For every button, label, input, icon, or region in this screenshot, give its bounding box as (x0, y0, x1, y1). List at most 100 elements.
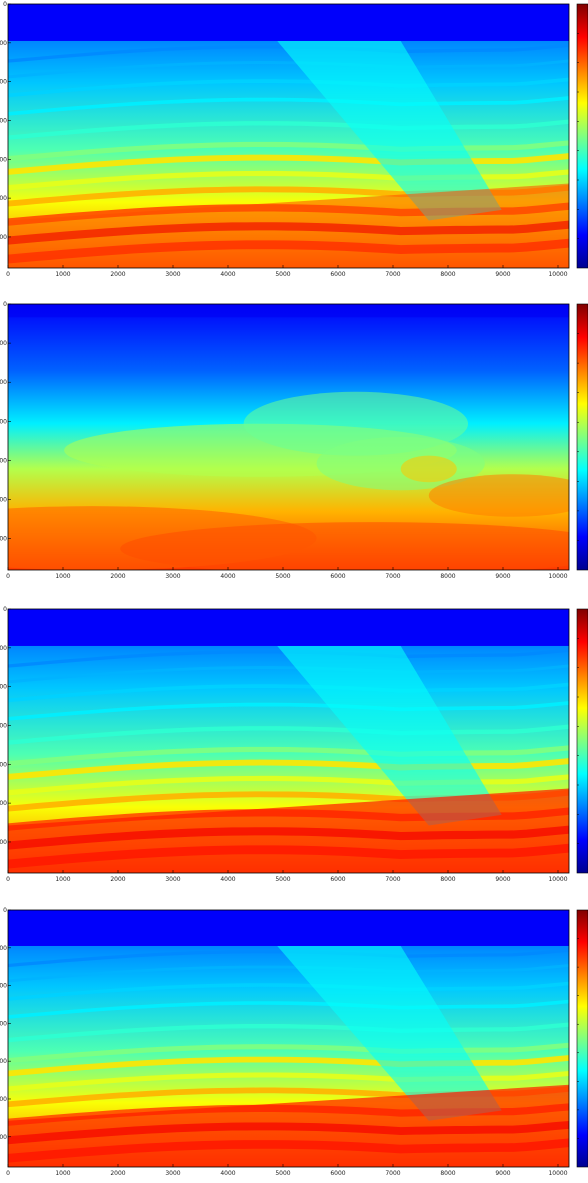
y-tick-label: 1000 (0, 379, 7, 386)
x-tick-label: 0 (6, 1170, 10, 1177)
x-tick-label: 7000 (385, 573, 400, 580)
x-tick-label: 7000 (385, 876, 400, 883)
y-tick-label: 2000 (0, 761, 7, 768)
x-tick-label: 10000 (548, 876, 567, 883)
y-tick-label: 2500 (0, 800, 7, 807)
y-tick-label: 2000 (0, 457, 7, 464)
x-tick-label: 5000 (275, 1170, 290, 1177)
x-tick-label: 7000 (385, 271, 400, 278)
layer-band (8, 96, 569, 116)
x-tick-label: 1000 (55, 271, 70, 278)
x-tick-label: 2000 (110, 573, 125, 580)
x-tick-label: 5000 (275, 876, 290, 883)
x-tick-label: 1000 (55, 1170, 70, 1177)
x-tick-label: 0 (6, 876, 10, 883)
layer-band (8, 59, 569, 79)
x-tick-label: 6000 (330, 271, 345, 278)
y-tick-label: 1500 (0, 1020, 7, 1027)
velocity-panel-inversion-a: 0 1000 2000 3000 4000 5000 6000 7000 8000 9000 100… (0, 603, 588, 893)
x-tick-label: 5000 (275, 573, 290, 580)
x-tick-label: 8000 (440, 271, 455, 278)
y-tick-label: 1000 (0, 983, 7, 990)
colorbar (576, 303, 588, 571)
x-tick-label: 0 (6, 271, 10, 278)
heatmap-image (8, 4, 569, 268)
x-tick-label: 2000 (110, 271, 125, 278)
heatmap-image (8, 910, 569, 1167)
x-tick-label: 5000 (275, 271, 290, 278)
velocity-panel-initial-model: 0 1000 2000 3000 4000 5000 6000 7000 8000 9000 100… (0, 298, 588, 588)
y-tick-label: 1000 (0, 684, 7, 691)
x-tick-label: 10000 (548, 573, 567, 580)
heatmap-svg: 0 1000 2000 3000 4000 5000 6000 7000 8000 9000 100… (0, 907, 588, 1177)
y-tick-label: 500 (0, 945, 7, 952)
x-tick-label: 7000 (385, 1170, 400, 1177)
y-tick-label: 500 (0, 340, 7, 347)
layer-band (8, 724, 569, 745)
x-tick-label: 6000 (330, 1170, 345, 1177)
x-tick-label: 1000 (55, 876, 70, 883)
x-tick-label: 0 (6, 573, 10, 580)
x-tick-label: 6000 (330, 876, 345, 883)
layer-band (8, 1022, 569, 1043)
x-tick-label: 1000 (55, 573, 70, 580)
heatmap-image (8, 304, 569, 570)
layer-band (8, 981, 569, 1001)
y-tick-label: 2000 (0, 156, 7, 163)
layer-band (8, 1042, 569, 1064)
x-tick-label: 2000 (110, 1170, 125, 1177)
layer-band (8, 682, 569, 703)
y-tick-label: 0 (3, 301, 7, 308)
layer-band (8, 140, 569, 162)
colorbar (576, 909, 588, 1168)
x-tick-label: 4000 (220, 876, 235, 883)
layer-band (8, 758, 569, 780)
y-tick-label: 1500 (0, 117, 7, 124)
y-tick-label: 0 (3, 606, 7, 613)
y-tick-label: 500 (0, 40, 7, 47)
x-tick-label: 10000 (548, 271, 567, 278)
y-tick-label: 2500 (0, 497, 7, 504)
x-tick-label: 3000 (165, 271, 180, 278)
layer-band (8, 999, 569, 1019)
x-tick-label: 6000 (330, 573, 345, 580)
y-tick-label: 1500 (0, 418, 7, 425)
x-tick-label: 9000 (495, 271, 510, 278)
y-tick-label: 1500 (0, 722, 7, 729)
x-tick-label: 8000 (440, 876, 455, 883)
x-tick-label: 9000 (495, 876, 510, 883)
y-tick-label: 3000 (0, 839, 7, 846)
x-tick-label: 9000 (495, 573, 510, 580)
y-tick-label: 2000 (0, 1058, 7, 1065)
layer-band (8, 964, 569, 983)
layer-band (8, 153, 569, 175)
layer-band (8, 664, 569, 684)
layer-band (8, 1055, 569, 1077)
y-tick-label: 1000 (0, 79, 7, 86)
layer-band (8, 77, 569, 98)
y-tick-label: 2500 (0, 1096, 7, 1103)
y-tick-label: 0 (3, 1, 7, 8)
y-tick-label: 0 (3, 907, 7, 914)
x-tick-label: 3000 (165, 573, 180, 580)
colorbar (576, 3, 588, 269)
colorbar (576, 608, 588, 874)
y-tick-label: 3000 (0, 234, 7, 241)
x-tick-label: 4000 (220, 271, 235, 278)
layer-band (8, 119, 569, 140)
x-tick-label: 8000 (440, 573, 455, 580)
velocity-panel-true-model: 0 1000 2000 3000 4000 5000 6000 7000 8000 9000 100… (0, 0, 588, 290)
y-tick-label: 2500 (0, 195, 7, 202)
heatmap-image (8, 609, 569, 873)
heatmap-svg: 0 1000 2000 3000 4000 5000 6000 7000 8000 9000 100… (0, 301, 588, 580)
x-tick-label: 3000 (165, 876, 180, 883)
x-tick-label: 4000 (220, 1170, 235, 1177)
heatmap-svg: 0 1000 2000 3000 4000 5000 6000 7000 8000 9000 100… (0, 1, 588, 278)
x-tick-label: 2000 (110, 876, 125, 883)
layer-band (8, 701, 569, 721)
layer-band (8, 745, 569, 767)
x-tick-label: 10000 (548, 1170, 567, 1177)
x-tick-label: 9000 (495, 1170, 510, 1177)
y-tick-label: 3000 (0, 536, 7, 543)
y-tick-label: 3000 (0, 1134, 7, 1141)
